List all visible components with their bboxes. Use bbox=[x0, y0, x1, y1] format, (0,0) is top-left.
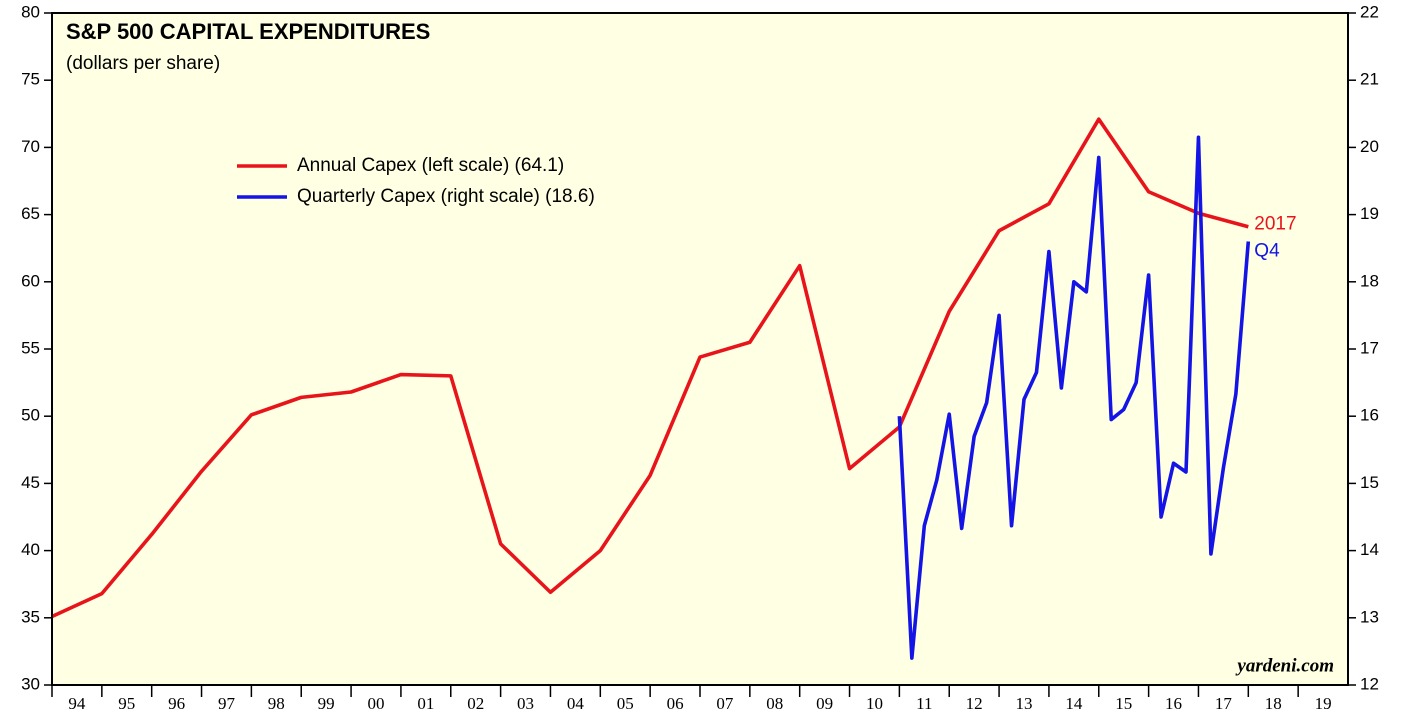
x-tick-label: 02 bbox=[467, 694, 484, 713]
y2-tick-label: 22 bbox=[1360, 2, 1379, 21]
legend-label: Quarterly Capex (right scale) (18.6) bbox=[297, 186, 595, 207]
x-tick-label: 09 bbox=[816, 694, 833, 713]
x-tick-label: 07 bbox=[716, 694, 734, 713]
x-tick-label: 17 bbox=[1215, 694, 1233, 713]
y-tick-label: 40 bbox=[21, 540, 40, 559]
y2-tick-label: 21 bbox=[1360, 70, 1379, 89]
x-tick-label: 98 bbox=[268, 694, 285, 713]
y-tick-label: 80 bbox=[21, 2, 40, 21]
y-tick-label: 45 bbox=[21, 473, 40, 492]
y2-tick-label: 12 bbox=[1360, 674, 1379, 693]
y-tick-label: 50 bbox=[21, 406, 40, 425]
x-tick-label: 19 bbox=[1315, 694, 1332, 713]
x-tick-label: 10 bbox=[866, 694, 883, 713]
y2-tick-label: 18 bbox=[1360, 271, 1379, 290]
x-tick-label: 00 bbox=[368, 694, 385, 713]
source-label: yardeni.com bbox=[1235, 655, 1334, 676]
x-tick-label: 01 bbox=[417, 694, 434, 713]
x-tick-label: 16 bbox=[1165, 694, 1182, 713]
x-tick-label: 13 bbox=[1016, 694, 1033, 713]
series-line bbox=[897, 135, 1251, 660]
plot-background bbox=[52, 13, 1348, 685]
x-tick-label: 11 bbox=[916, 694, 932, 713]
x-tick-label: 99 bbox=[318, 694, 335, 713]
x-tick-label: 95 bbox=[118, 694, 135, 713]
y-tick-label: 65 bbox=[21, 204, 40, 223]
y2-tick-label: 15 bbox=[1360, 473, 1379, 492]
legend-label: Annual Capex (left scale) (64.1) bbox=[297, 155, 564, 176]
x-tick-label: 03 bbox=[517, 694, 534, 713]
x-tick-label: 06 bbox=[667, 694, 684, 713]
y2-tick-label: 20 bbox=[1360, 137, 1379, 156]
x-tick-label: 94 bbox=[68, 694, 86, 713]
x-tick-label: 15 bbox=[1115, 694, 1132, 713]
x-tick-label: 12 bbox=[966, 694, 983, 713]
y2-tick-label: 16 bbox=[1360, 406, 1379, 425]
x-tick-label: 96 bbox=[168, 694, 185, 713]
y-tick-label: 60 bbox=[21, 271, 40, 290]
y2-tick-label: 14 bbox=[1360, 540, 1379, 559]
y-tick-label: 30 bbox=[21, 674, 40, 693]
x-tick-label: 04 bbox=[567, 694, 585, 713]
plot-frame bbox=[51, 12, 1349, 686]
x-tick-label: 18 bbox=[1265, 694, 1282, 713]
y-tick-label: 70 bbox=[21, 137, 40, 156]
chart-subtitle: (dollars per share) bbox=[66, 53, 220, 74]
chart-title: S&P 500 CAPITAL EXPENDITURES bbox=[66, 19, 430, 44]
y2-tick-label: 13 bbox=[1360, 607, 1379, 626]
x-tick-label: 97 bbox=[218, 694, 236, 713]
y-tick-label: 55 bbox=[21, 338, 40, 357]
x-tick-label: 05 bbox=[617, 694, 634, 713]
y-tick-label: 75 bbox=[21, 70, 40, 89]
series-line bbox=[51, 117, 1249, 619]
end-annotation: Q4 bbox=[1254, 240, 1280, 261]
x-tick-label: 08 bbox=[766, 694, 783, 713]
y2-tick-label: 17 bbox=[1360, 338, 1379, 357]
x-tick-label: 14 bbox=[1065, 694, 1083, 713]
end-annotation: 2017 bbox=[1254, 214, 1296, 235]
y-tick-label: 35 bbox=[21, 607, 40, 626]
y2-tick-label: 19 bbox=[1360, 204, 1379, 223]
